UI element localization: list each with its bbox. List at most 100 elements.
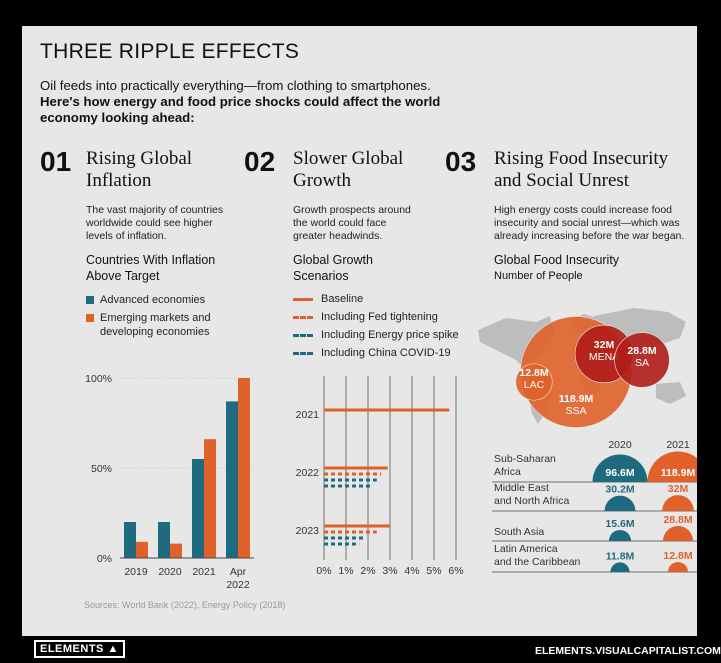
section-2-desc-line-1: Growth prospects around — [293, 204, 411, 216]
infographic-card: THREE RIPPLE EFFECTS Oil feeds into prac… — [22, 26, 697, 636]
row-label: Sub-Saharan — [494, 453, 556, 465]
legend-item: Including Fed tightening — [293, 310, 463, 324]
year-header-2020: 2020 — [608, 439, 632, 451]
bar-emerging — [136, 541, 148, 558]
half-circle — [662, 525, 694, 541]
intro-text: Oil feeds into practically everything—fr… — [40, 78, 440, 126]
legend-label-advanced-line: Advanced economies — [100, 294, 206, 306]
bar-advanced — [226, 401, 238, 558]
section-3-desc-line-2: insecurity and social unrest—which was — [494, 217, 680, 229]
bar-advanced — [158, 522, 170, 558]
bubble-sa — [614, 332, 670, 388]
legend-item: Including China COVID-19 — [293, 346, 463, 360]
half-circle — [647, 451, 697, 482]
half-circle — [662, 495, 694, 511]
bar-emerging — [204, 439, 216, 558]
value-label: 11.8M — [606, 550, 635, 562]
section-3-chart-title-line-2: Number of People — [494, 270, 583, 282]
x-tick-label: 2019 — [124, 566, 148, 578]
x-tick-label: 3% — [382, 565, 397, 577]
legend-line-swatch — [293, 352, 313, 355]
section-2-desc-line-3: greater headwinds. — [293, 230, 383, 242]
half-circle — [608, 529, 632, 541]
x-tick-label: 2020 — [158, 566, 182, 578]
legend-swatch-advanced — [86, 296, 94, 304]
row-label: and North Africa — [494, 495, 569, 507]
section-1-desc-line-2: worldwide could see higher — [86, 217, 213, 229]
legend-label: Baseline — [321, 293, 364, 305]
bubble-value: 118.9M — [559, 393, 594, 405]
brand-name: ELEMENTS — [40, 643, 104, 655]
half-circle — [610, 562, 630, 572]
section-3-desc-line-3: already increasing before the war began. — [494, 230, 685, 242]
x-tick-label: Apr — [230, 566, 247, 578]
x-tick-label: 2022 — [226, 579, 250, 591]
legend-line-swatch — [293, 334, 313, 337]
y-tick-label: 2022 — [296, 467, 320, 479]
bar-emerging — [238, 378, 250, 558]
section-3-title: Rising Food Insecurity and Social Unrest — [494, 148, 668, 192]
legend-label-emerging-line-1: Emerging markets and — [100, 312, 211, 324]
section-1-desc: The vast majority of countries worldwide… — [86, 204, 223, 243]
bubble-label: SA — [635, 357, 649, 369]
value-label: 118.9M — [661, 467, 696, 479]
row-label: South Asia — [494, 526, 544, 538]
section-2-title-line-1: Slower Global — [293, 148, 404, 169]
section-1-desc-line-3: levels of inflation. — [86, 230, 167, 242]
legend-label: Including China COVID-19 — [321, 347, 451, 359]
legend-swatch-emerging — [86, 314, 94, 322]
section-1-chart-title-line-1: Countries With Inflation — [86, 253, 216, 267]
elements-logo[interactable]: ELEMENTS ▲ — [34, 640, 125, 658]
section-2-chart-title: Global Growth Scenarios — [293, 252, 373, 284]
legend-label-emerging: Emerging markets and developing economie… — [100, 311, 211, 339]
bar-advanced — [124, 522, 136, 558]
x-tick-label: 1% — [338, 565, 353, 577]
section-3-desc: High energy costs could increase food in… — [494, 204, 684, 243]
legend-line-swatch — [293, 316, 313, 319]
half-circle — [604, 495, 636, 511]
section-3-number: 03 — [445, 146, 477, 177]
section-1-chart-title-line-2: Above Target — [86, 269, 160, 283]
legend-line-swatch — [293, 298, 313, 301]
section-2-desc-line-2: the world could face — [293, 217, 387, 229]
section-1-number: 01 — [40, 146, 72, 177]
legend-label: Including Fed tightening — [321, 311, 438, 323]
x-tick-label: 2% — [360, 565, 375, 577]
bubble-label: MENA — [589, 351, 619, 363]
bubble-value: 32M — [594, 339, 615, 351]
section-1-desc-line-1: The vast majority of countries — [86, 204, 224, 216]
value-label: 15.6M — [605, 518, 634, 530]
legend-item: Including Energy price spike — [293, 328, 463, 342]
section-1-title-line-2: Inflation — [86, 170, 152, 191]
logo-icon: ▲ — [107, 643, 119, 655]
value-label: 96.6M — [605, 467, 634, 479]
value-label: 32M — [668, 483, 689, 495]
section-2-number: 02 — [244, 146, 276, 177]
bar-advanced — [192, 459, 204, 558]
legend-label: Including Energy price spike — [321, 329, 459, 341]
bubble-lac — [515, 363, 553, 401]
section-3-title-line-2: and Social Unrest — [494, 170, 630, 191]
bubble-value: 28.8M — [627, 345, 656, 357]
x-tick-label: 5% — [426, 565, 441, 577]
section-1-title-line-1: Rising Global — [86, 148, 193, 169]
bubble-label: LAC — [524, 379, 545, 391]
section-2-title: Slower Global Growth — [293, 148, 403, 192]
x-tick-label: 2021 — [192, 566, 216, 578]
value-label: 28.8M — [663, 514, 692, 526]
row-label: Middle East — [494, 482, 549, 494]
section-1-title: Rising Global Inflation — [86, 148, 192, 192]
growth-scenario-chart: 0% 1% 2% 3% 4% 5% 6% 2021 2022 2023 — [296, 376, 464, 577]
section-3-chart-title-line-1: Global Food Insecurity — [494, 253, 620, 267]
row-label: Africa — [494, 466, 521, 478]
value-label: 12.8M — [663, 550, 692, 562]
legend-item: Baseline — [293, 292, 463, 306]
intro-line-2: Here's how energy and food price shocks … — [40, 94, 441, 109]
growth-legend: Baseline Including Fed tightening Includin… — [293, 292, 463, 362]
page-title: THREE RIPPLE EFFECTS — [40, 40, 300, 63]
bubble-label: SSA — [565, 405, 586, 417]
inflation-legend: Advanced economies Emerging markets and … — [86, 293, 256, 343]
legend-label-emerging-line-2: developing economies — [100, 326, 210, 338]
footer-url[interactable]: ELEMENTS.VISUALCAPITALIST.COM — [535, 645, 721, 657]
